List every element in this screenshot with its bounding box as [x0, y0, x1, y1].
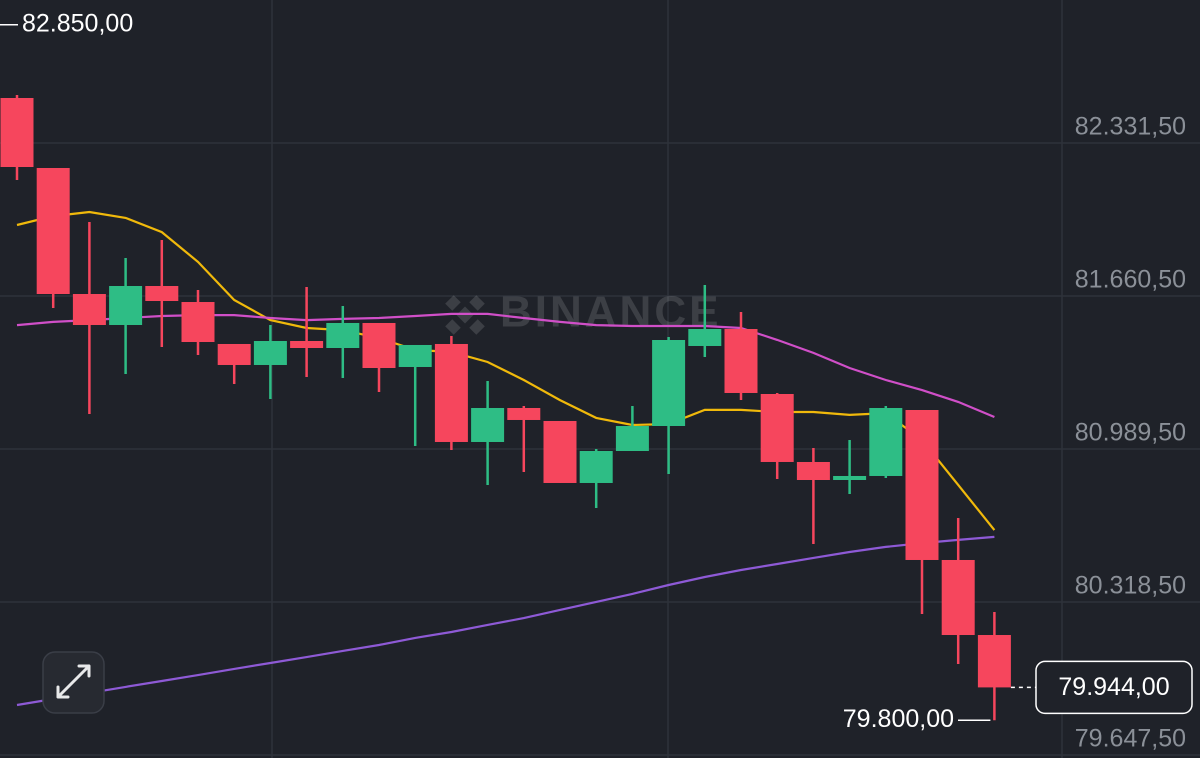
annotations: 82.850,00 79.800,00 79.944,00	[0, 9, 1193, 733]
candle-body	[760, 393, 794, 462]
candle-body	[977, 635, 1011, 688]
candle-body	[905, 409, 939, 560]
candle-body	[615, 426, 649, 451]
moving-average-line	[16, 312, 995, 419]
candle-body	[398, 344, 432, 367]
candle-body	[579, 450, 613, 483]
candle-body	[72, 294, 106, 325]
y-tick-label: 79.647,50	[1075, 725, 1186, 753]
candle-body	[688, 329, 722, 346]
candle-body	[362, 322, 396, 368]
moving-average-line	[16, 535, 995, 707]
candle-body	[217, 343, 251, 365]
candle-body	[326, 322, 360, 349]
y-tick-label: 80.318,50	[1075, 572, 1186, 600]
y-axis: 82.331,50 81.660,50 80.989,50 80.318,50 79.6…	[0, 113, 1200, 756]
candle-body	[290, 341, 324, 349]
candle-body	[796, 461, 830, 481]
last-price-label: 79.944,00	[1058, 673, 1169, 701]
candle-body	[109, 286, 143, 325]
y-tick-label: 82.331,50	[1075, 113, 1186, 141]
candle-body	[869, 407, 903, 476]
candles	[0, 94, 1011, 721]
candle-body	[0, 98, 34, 168]
candle-body	[253, 341, 287, 365]
candle-body	[941, 559, 975, 636]
last-price-box	[1035, 660, 1193, 715]
high-marker-label: 82.850,00	[22, 9, 133, 37]
candle-body	[471, 407, 505, 442]
candle-body	[507, 407, 541, 420]
y-tick-label: 81.660,50	[1075, 266, 1186, 294]
y-tick-label: 80.989,50	[1075, 419, 1186, 447]
candle-body	[543, 420, 577, 483]
candle-body	[833, 475, 867, 481]
candle-body	[36, 168, 70, 295]
candle-body	[434, 343, 468, 442]
candle-body	[724, 329, 758, 393]
expand-button[interactable]	[42, 651, 105, 714]
moving-average-line	[16, 210, 996, 531]
low-marker-label: 79.800,00	[843, 705, 954, 733]
watermark-text: BINANCE	[500, 288, 721, 337]
candle-body	[652, 339, 686, 427]
candle-body	[181, 302, 215, 343]
moving-averages	[16, 210, 996, 707]
candle-body	[145, 286, 179, 302]
